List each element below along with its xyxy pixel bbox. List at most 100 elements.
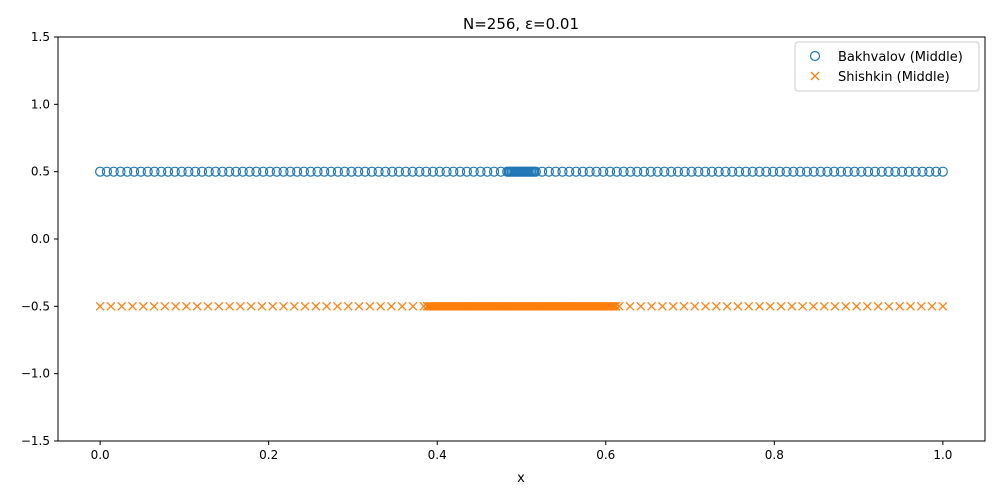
x-axis-label: x	[517, 471, 525, 486]
data-point	[190, 166, 201, 177]
data-point	[387, 166, 398, 177]
data-point	[895, 301, 905, 311]
data-point	[930, 166, 942, 177]
data-point	[924, 166, 935, 177]
data-point	[365, 301, 375, 311]
data-point	[618, 166, 629, 177]
data-point	[117, 301, 127, 311]
data-point	[128, 301, 137, 311]
data-point	[625, 166, 636, 177]
data-point	[841, 301, 851, 311]
data-point	[292, 166, 303, 177]
data-point	[570, 166, 582, 177]
data-point	[181, 301, 191, 311]
legend-x-marker	[810, 71, 820, 81]
data-point	[346, 166, 357, 177]
x-axis: 0.0 0.2 0.4 0.6 0.8 1.0	[91, 441, 952, 462]
data-point	[393, 166, 405, 177]
data-point	[160, 301, 170, 311]
data-point	[95, 301, 105, 311]
data-point	[373, 166, 384, 177]
data-point	[830, 301, 840, 311]
data-point	[434, 166, 445, 177]
data-point	[852, 301, 862, 311]
data-point	[636, 301, 646, 311]
data-point	[740, 166, 751, 177]
legend: Bakhvalov (Middle) Shishkin (Middle)	[794, 41, 980, 92]
data-point	[414, 166, 425, 177]
y-tick-label: 0.5	[31, 165, 50, 179]
data-point	[822, 166, 833, 177]
data-point	[604, 166, 616, 177]
data-point	[244, 166, 255, 177]
data-point	[128, 166, 140, 177]
data-point	[938, 301, 948, 311]
data-point	[591, 166, 602, 177]
data-point	[192, 301, 202, 311]
data-point	[203, 301, 213, 311]
data-point	[550, 166, 561, 177]
data-point	[598, 166, 609, 177]
data-point	[149, 166, 160, 177]
data-point	[701, 301, 711, 311]
data-point	[638, 166, 650, 177]
data-point	[162, 166, 174, 177]
data-point	[376, 301, 386, 311]
x-tick-label: 0.6	[596, 448, 615, 462]
data-point	[700, 166, 711, 177]
data-point	[537, 166, 548, 177]
data-point	[441, 166, 452, 177]
data-point	[312, 166, 323, 177]
data-point	[530, 166, 541, 177]
y-tick-label: 1.0	[31, 97, 50, 111]
data-point	[801, 166, 813, 177]
data-point	[883, 166, 894, 177]
data-point	[246, 301, 256, 311]
data-point	[380, 166, 391, 177]
plot-area-frame	[57, 36, 986, 442]
data-point	[353, 166, 364, 177]
data-point	[359, 166, 371, 177]
data-point	[427, 166, 439, 177]
data-point	[210, 166, 221, 177]
data-point	[325, 166, 337, 177]
data-point	[461, 166, 473, 177]
data-point	[101, 166, 113, 177]
data-point	[115, 166, 126, 177]
data-point	[608, 301, 618, 311]
data-point	[795, 166, 806, 177]
data-point	[744, 301, 754, 311]
data-point	[842, 166, 853, 177]
data-point	[258, 166, 269, 177]
data-point	[171, 301, 181, 311]
data-point	[225, 301, 235, 311]
data-point	[386, 301, 396, 311]
data-point	[257, 301, 267, 311]
legend-entry-bakhvalov: Bakhvalov (Middle)	[838, 50, 963, 65]
data-point	[237, 166, 248, 177]
data-point	[873, 301, 883, 311]
data-point	[400, 166, 411, 177]
data-point	[733, 301, 743, 311]
data-point	[488, 166, 500, 177]
data-point	[455, 166, 466, 177]
data-point	[679, 166, 690, 177]
data-point	[815, 166, 826, 177]
data-point	[884, 301, 894, 311]
data-point	[235, 301, 245, 311]
data-point	[230, 166, 242, 177]
data-point	[482, 166, 493, 177]
data-point	[711, 301, 721, 311]
data-point	[278, 166, 289, 177]
data-point	[788, 166, 799, 177]
legend-circle-marker	[809, 50, 821, 62]
data-point	[647, 301, 657, 311]
x-tick-label: 0.4	[428, 448, 447, 462]
data-point	[666, 166, 677, 177]
data-point	[645, 166, 656, 177]
data-point	[322, 301, 332, 311]
data-point	[264, 166, 276, 177]
data-point	[332, 301, 342, 311]
data-point	[106, 301, 116, 311]
